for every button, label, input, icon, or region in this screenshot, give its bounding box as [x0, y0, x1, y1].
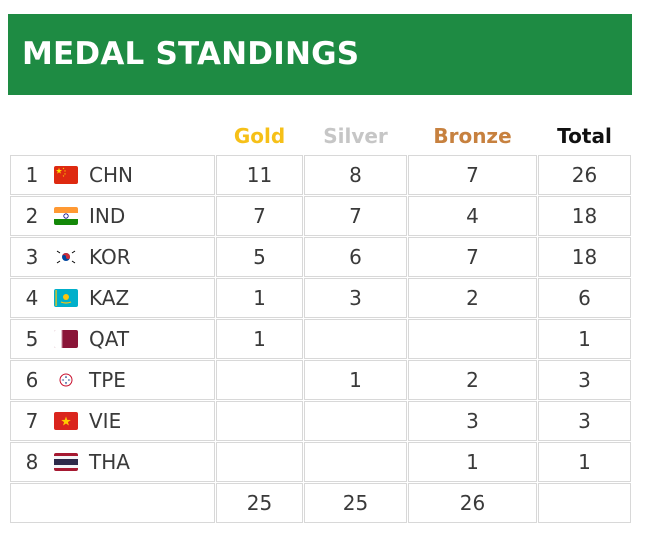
- gold-count: [216, 360, 303, 400]
- country-code: KOR: [89, 245, 131, 269]
- gold-count: 7: [216, 196, 303, 236]
- bronze-count: 3: [408, 401, 537, 441]
- korea-flag-icon: [54, 248, 78, 266]
- total-count: 3: [538, 360, 631, 400]
- total-count: 18: [538, 237, 631, 277]
- total-bronze: 26: [408, 483, 537, 523]
- silver-count: 7: [304, 196, 407, 236]
- header-bronze: Bronze: [433, 124, 512, 148]
- country-cell: 6 TPE: [10, 360, 215, 400]
- rank: 3: [25, 245, 39, 269]
- country-cell: 1 CHN: [10, 155, 215, 195]
- bronze-count: 7: [408, 237, 537, 277]
- silver-count: 8: [304, 155, 407, 195]
- gold-count: 1: [216, 278, 303, 318]
- country-cell: 4 KAZ: [10, 278, 215, 318]
- silver-count: 3: [304, 278, 407, 318]
- header-gold: Gold: [233, 124, 286, 148]
- country-code: TPE: [89, 368, 126, 392]
- vietnam-flag-icon: [54, 412, 78, 430]
- country-cell: 2 IND: [10, 196, 215, 236]
- total-total: [538, 483, 631, 523]
- total-count: 3: [538, 401, 631, 441]
- total-count: 6: [538, 278, 631, 318]
- silver-count: [304, 442, 407, 482]
- rank: 4: [25, 286, 39, 310]
- bronze-count: 4: [408, 196, 537, 236]
- silver-count: 6: [304, 237, 407, 277]
- total-count: 18: [538, 196, 631, 236]
- rank: 2: [25, 204, 39, 228]
- title-banner: MEDAL STANDINGS: [8, 14, 632, 95]
- country-code: KAZ: [89, 286, 130, 310]
- total-silver: 25: [304, 483, 407, 523]
- rank: 8: [25, 450, 39, 474]
- total-gold: 25: [216, 483, 303, 523]
- rank: 1: [25, 163, 39, 187]
- country-code: QAT: [89, 327, 130, 351]
- kazakhstan-flag-icon: [54, 289, 78, 307]
- total-count: 26: [538, 155, 631, 195]
- rank: 6: [25, 368, 39, 392]
- bronze-count: 1: [408, 442, 537, 482]
- country-cell: 7 VIE: [10, 401, 215, 441]
- total-count: 1: [538, 442, 631, 482]
- country-code: VIE: [89, 409, 122, 433]
- gold-count: [216, 442, 303, 482]
- country-code: THA: [89, 450, 130, 474]
- gold-count: 11: [216, 155, 303, 195]
- gold-count: 1: [216, 319, 303, 359]
- gold-count: 5: [216, 237, 303, 277]
- header-silver: Silver: [323, 124, 388, 148]
- bronze-count: [408, 319, 537, 359]
- total-count: 1: [538, 319, 631, 359]
- thailand-flag-icon: [54, 453, 78, 471]
- bronze-count: 2: [408, 360, 537, 400]
- page-title: MEDAL STANDINGS: [22, 36, 360, 72]
- country-cell: 3 KOR: [10, 237, 215, 277]
- bronze-count: 7: [408, 155, 537, 195]
- qatar-flag-icon: [54, 330, 78, 348]
- rank: 7: [25, 409, 39, 433]
- country-code: IND: [89, 204, 126, 228]
- country-cell: 8 THA: [10, 442, 215, 482]
- silver-count: [304, 319, 407, 359]
- silver-count: [304, 401, 407, 441]
- india-flag-icon: [54, 207, 78, 225]
- china-flag-icon: [54, 166, 78, 184]
- gold-count: [216, 401, 303, 441]
- chinese-taipei-flag-icon: [54, 371, 78, 389]
- silver-count: 1: [304, 360, 407, 400]
- totals-label-cell: [10, 483, 215, 523]
- bronze-count: 2: [408, 278, 537, 318]
- rank: 5: [25, 327, 39, 351]
- country-cell: 5 QAT: [10, 319, 215, 359]
- header-total: Total: [557, 124, 612, 148]
- country-code: CHN: [89, 163, 133, 187]
